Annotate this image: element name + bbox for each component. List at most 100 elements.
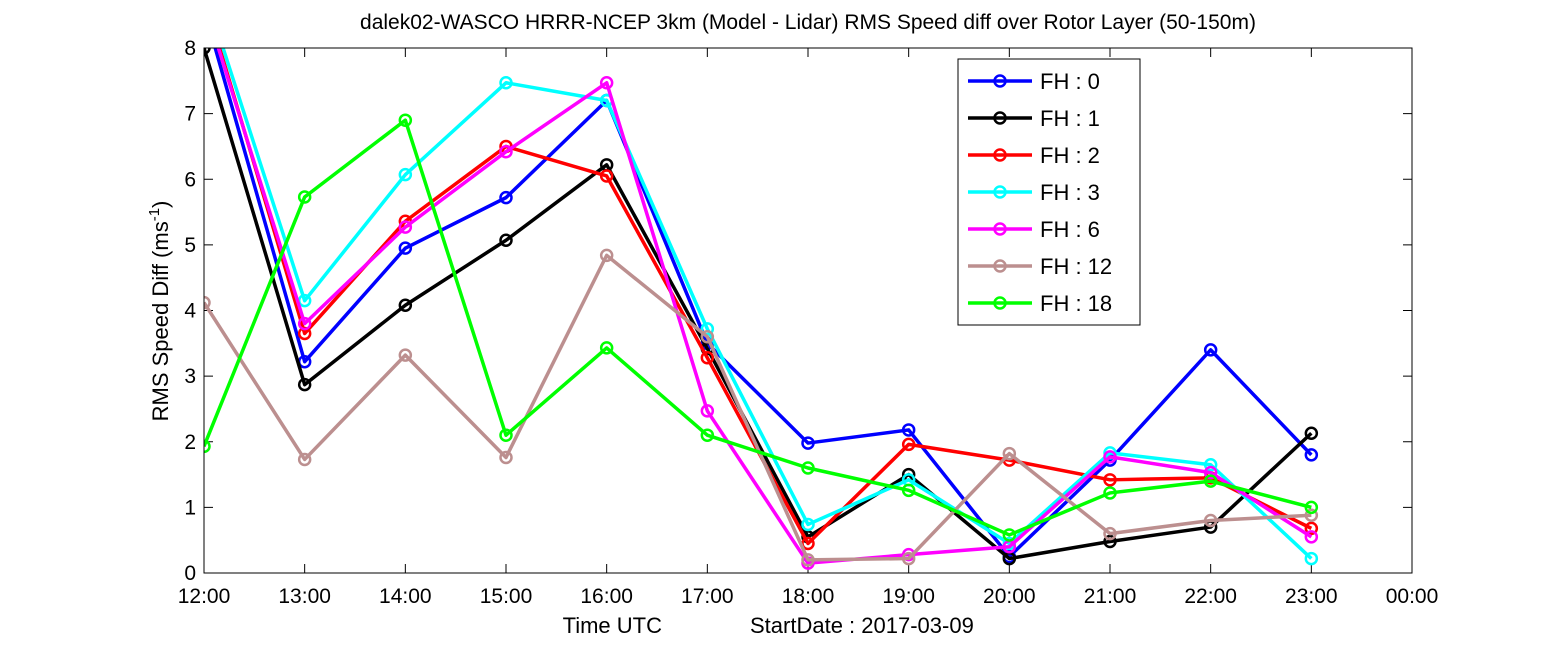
data-point: [1304, 426, 1319, 440]
y-axis-ticks: 0 1 2 3 4 5 6 7 8: [184, 37, 1412, 585]
legend-item: FH : 2: [968, 143, 1100, 168]
series-6: [204, 113, 1319, 542]
data-point: [599, 76, 614, 90]
legend-item: FH : 12: [968, 254, 1112, 279]
series-lines: [199, 3, 1319, 570]
y-tick-label: 4: [184, 300, 196, 323]
y-tick-label: 1: [184, 496, 196, 519]
data-point: [599, 169, 614, 183]
x-tick-label: 15:00: [480, 585, 533, 608]
legend-item: FH : 18: [968, 291, 1112, 316]
data-point: [1103, 486, 1117, 500]
legend-item: FH : 0: [968, 69, 1100, 94]
data-point: [1002, 528, 1017, 542]
data-point: [1203, 457, 1218, 472]
data-point: [398, 220, 413, 234]
x-tick-label: 17:00: [681, 585, 734, 608]
data-point: [801, 553, 815, 567]
data-point: [297, 377, 312, 392]
data-point: [499, 190, 513, 205]
data-point: [801, 517, 815, 532]
legend-swatch-marker: [993, 74, 1007, 88]
data-point: [204, 439, 211, 454]
x-tick-label: 20:00: [983, 585, 1036, 608]
data-point: [1103, 473, 1117, 487]
series-line: [216, 48, 1313, 565]
data-point: [199, 3, 210, 14]
series-line: [221, 48, 1313, 560]
data-point: [297, 452, 312, 467]
legend-label: FH : 0: [1040, 69, 1100, 94]
legend-item: FH : 1: [968, 106, 1100, 131]
y-axis-label-sup: -1: [146, 208, 163, 221]
legend: FH : 0 FH : 1 FH : 2 FH : 3 FH : 6 FH : 12 FH …: [957, 58, 1141, 326]
plot-area: [204, 48, 1412, 573]
data-point: [398, 298, 413, 312]
x-tick-label: 12:00: [178, 585, 231, 608]
x-axis-ticks: 12:00 13:00 14:00 15:00 16:00 17:00 18:00 19:00…: [178, 48, 1439, 608]
data-point: [1304, 551, 1319, 566]
legend-swatch-marker: [993, 259, 1007, 273]
data-point: [398, 113, 413, 127]
data-point: [700, 404, 715, 418]
data-point: [700, 322, 715, 336]
data-point: [1304, 500, 1319, 515]
data-point: [1304, 530, 1319, 544]
data-point: [801, 436, 815, 450]
legend-item: FH : 3: [968, 180, 1100, 205]
x-tick-label: 00:00: [1386, 585, 1439, 608]
data-point: [297, 190, 312, 204]
data-point: [1203, 513, 1218, 528]
y-tick-label: 5: [184, 234, 196, 257]
data-point: [499, 428, 513, 442]
data-point: [1103, 534, 1117, 549]
y-tick-label: 6: [184, 168, 196, 191]
legend-label: FH : 2: [1040, 143, 1100, 168]
data-point: [1203, 474, 1218, 488]
series-line: [204, 118, 1312, 537]
legend-label: FH : 1: [1040, 106, 1100, 131]
data-point: [599, 248, 614, 263]
data-point: [1103, 526, 1117, 541]
data-point: [1304, 448, 1319, 462]
x-axis-label-time: Time UTC: [563, 613, 663, 638]
y-axis-label-tail: ): [148, 201, 173, 208]
x-tick-label: 22:00: [1184, 585, 1237, 608]
legend-item: FH : 6: [968, 217, 1100, 242]
data-point: [1203, 465, 1218, 480]
data-point: [398, 167, 413, 182]
plot-frame: [203, 47, 1413, 574]
y-tick-label: 7: [184, 103, 196, 126]
y-tick-label: 2: [184, 431, 196, 454]
legend-swatch-marker: [993, 185, 1007, 199]
data-point: [1103, 450, 1117, 464]
data-point: [1304, 521, 1319, 536]
legend-swatch-marker: [993, 111, 1007, 125]
data-point: [297, 316, 312, 331]
legend-label: FH : 12: [1040, 254, 1112, 279]
data-point: [499, 76, 513, 90]
chart-title: dalek02-WASCO HRRR-NCEP 3km (Model - Lid…: [360, 11, 1256, 34]
data-point: [398, 241, 413, 255]
y-axis-label-main: RMS Speed Diff (ms: [148, 221, 173, 421]
data-point: [700, 351, 715, 365]
data-point: [398, 348, 413, 362]
data-point: [204, 295, 211, 310]
data-point: [1203, 343, 1218, 357]
x-axis-label: Time UTC StartDate : 2017-03-09: [563, 613, 974, 638]
data-point: [901, 483, 916, 498]
data-point: [499, 144, 513, 159]
x-axis-label-startdate: StartDate : 2017-03-09: [750, 613, 974, 638]
series-line: [204, 253, 1312, 562]
data-point: [1304, 508, 1319, 522]
series-line: [213, 48, 1313, 559]
data-point: [801, 461, 815, 475]
data-point: [700, 330, 715, 344]
x-tick-label: 21:00: [1084, 585, 1137, 608]
y-tick-label: 0: [184, 562, 196, 585]
data-point: [599, 341, 614, 355]
x-tick-label: 16:00: [580, 585, 633, 608]
y-tick-label: 3: [184, 365, 196, 388]
data-point: [901, 423, 916, 437]
